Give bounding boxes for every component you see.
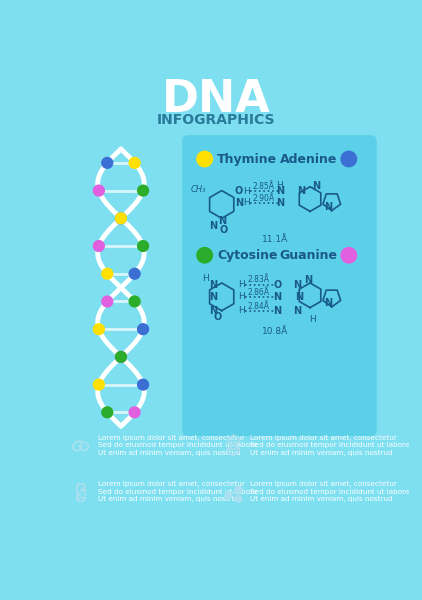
Text: N: N [276,198,284,208]
Circle shape [225,492,232,499]
Text: H: H [243,199,250,208]
Text: Sed do eiusmod tempor incididunt ut labore: Sed do eiusmod tempor incididunt ut labo… [98,488,257,494]
Text: 2.83Å: 2.83Å [248,275,270,284]
Circle shape [116,352,126,362]
Text: Ut enim ad minim veniam, quis nostrud: Ut enim ad minim veniam, quis nostrud [98,496,241,502]
Circle shape [78,493,80,495]
Text: 2.90Å: 2.90Å [252,194,275,203]
FancyBboxPatch shape [182,135,377,436]
Circle shape [138,241,149,251]
Text: O: O [214,312,222,322]
Circle shape [93,185,104,196]
Text: N: N [209,280,217,290]
Text: 2.86Å: 2.86Å [248,288,270,297]
Text: N: N [209,221,217,231]
Text: N: N [312,181,320,191]
Text: Adenine: Adenine [280,152,337,166]
Text: N: N [218,215,226,226]
Circle shape [102,407,113,418]
Circle shape [81,489,84,491]
Text: Lorem ipsum dolor sit amet, consectetur: Lorem ipsum dolor sit amet, consectetur [250,435,397,441]
Circle shape [138,324,149,335]
Text: Sed do eiusmod tempor incididunt ut labore: Sed do eiusmod tempor incididunt ut labo… [98,442,257,448]
Text: 2.85Å: 2.85Å [252,182,275,191]
Circle shape [93,379,104,390]
Circle shape [129,268,140,279]
Text: Ut enim ad minim veniam, quis nostrud: Ut enim ad minim veniam, quis nostrud [250,450,393,456]
Circle shape [197,151,212,167]
Text: N: N [273,306,281,316]
Text: N: N [324,202,332,212]
Text: Ut enim ad minim veniam, quis nostrud: Ut enim ad minim veniam, quis nostrud [98,450,241,456]
Text: O: O [235,187,243,196]
Text: Lorem ipsum dolor sit amet, consectetur: Lorem ipsum dolor sit amet, consectetur [98,481,245,487]
Text: INFOGRAPHICS: INFOGRAPHICS [157,113,276,127]
Circle shape [102,268,113,279]
Text: N: N [209,292,217,302]
Circle shape [138,185,149,196]
Text: O: O [273,280,281,290]
Text: Lorem ipsum dolor sit amet, consectetur: Lorem ipsum dolor sit amet, consectetur [250,481,397,487]
Circle shape [102,157,113,168]
Circle shape [138,379,149,390]
Text: N: N [235,198,243,208]
Text: N: N [294,306,302,316]
Text: N: N [324,298,332,308]
Circle shape [197,248,212,263]
Text: N: N [276,187,284,196]
Text: 2.84Å: 2.84Å [248,302,270,311]
Text: 11.1Å: 11.1Å [262,235,288,244]
Text: Guanine: Guanine [279,249,337,262]
Text: N: N [294,280,302,290]
Circle shape [116,352,126,362]
Text: H: H [309,316,316,325]
Circle shape [341,151,357,167]
Text: N: N [209,306,217,316]
Circle shape [129,407,140,418]
Text: DNA: DNA [162,78,271,121]
Text: Lorem ipsum dolor sit amet, consectetur: Lorem ipsum dolor sit amet, consectetur [98,435,245,441]
Text: N: N [297,187,305,196]
Circle shape [129,157,140,168]
Text: H: H [202,274,209,283]
Text: N: N [295,292,303,302]
Text: H: H [238,306,244,315]
Text: Thymine: Thymine [217,152,277,166]
Text: H: H [238,280,244,289]
Circle shape [102,296,113,307]
Circle shape [129,296,140,307]
Text: Sed do eiusmod tempor incididunt ut labore: Sed do eiusmod tempor incididunt ut labo… [250,442,410,448]
Circle shape [116,213,126,224]
Circle shape [235,486,242,493]
Text: 10.8Å: 10.8Å [262,327,288,336]
Text: Cytosine: Cytosine [217,249,278,262]
Text: N: N [304,275,313,285]
Text: O: O [219,225,227,235]
Circle shape [93,324,104,335]
Text: Sed do eiusmod tempor incididunt ut labore: Sed do eiusmod tempor incididunt ut labo… [250,488,410,494]
Circle shape [93,241,104,251]
Circle shape [235,495,242,502]
Text: H: H [238,292,244,301]
Circle shape [116,213,126,224]
Text: H: H [276,181,283,190]
Text: N: N [273,292,281,302]
Text: CH₃: CH₃ [191,185,206,194]
Text: H: H [243,187,250,196]
Text: Ut enim ad minim veniam, quis nostrud: Ut enim ad minim veniam, quis nostrud [250,496,393,502]
Circle shape [341,248,357,263]
